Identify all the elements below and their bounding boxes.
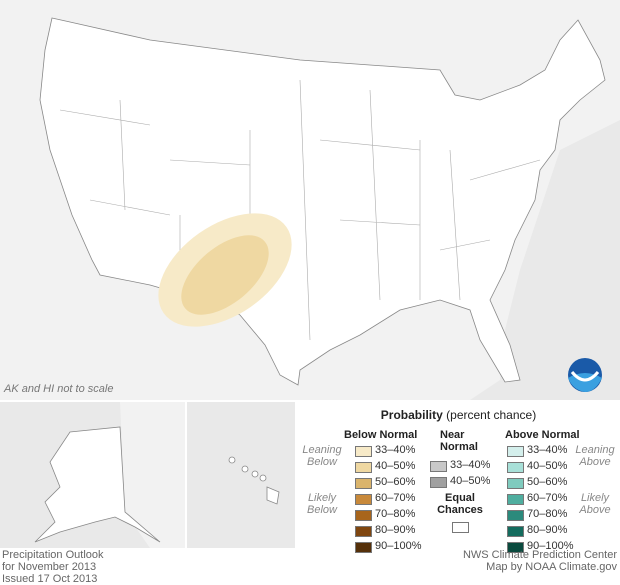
swatch	[355, 494, 372, 505]
swatch	[507, 510, 524, 521]
footer-line: for November 2013	[2, 561, 97, 573]
swatch	[452, 522, 469, 533]
column-heading: Near Normal	[440, 429, 478, 453]
below-40-50-area	[181, 235, 269, 315]
range-label: 33–40%	[375, 444, 416, 456]
swatch	[507, 446, 524, 457]
swatch	[355, 542, 372, 553]
range-label: 33–40%	[450, 459, 491, 471]
footer-line: Map by NOAA Climate.gov	[486, 561, 617, 573]
range-label: 70–80%	[527, 508, 568, 520]
footer-line: NWS Climate Prediction Center	[462, 549, 617, 561]
footer-line: Issued 17 Oct 2013	[2, 573, 98, 585]
swatch	[507, 462, 524, 473]
legend-title: Probability (percent chance)	[297, 408, 620, 422]
range-label: 80–90%	[527, 524, 568, 536]
swatch	[507, 494, 524, 505]
range-label: 40–50%	[375, 460, 416, 472]
scale-note: AK and HI not to scale	[3, 383, 113, 395]
range-label: 90–100%	[527, 540, 574, 552]
range-label: 40–50%	[450, 475, 491, 487]
range-label: 90–100%	[375, 540, 422, 552]
swatch	[507, 478, 524, 489]
legend-title-main: Probability	[380, 408, 443, 422]
range-label: 33–40%	[527, 444, 568, 456]
swatch	[355, 462, 372, 473]
range-label: 60–70%	[527, 492, 568, 504]
range-label: 50–60%	[375, 476, 416, 488]
range-label: 80–90%	[375, 524, 416, 536]
swatch	[430, 477, 447, 488]
legend-subtitle: (percent chance)	[446, 408, 537, 422]
range-label: 60–70%	[375, 492, 416, 504]
leaning-below: Leaning Below	[302, 444, 342, 468]
swatch	[430, 461, 447, 472]
swatch	[507, 542, 524, 553]
noaa-logo	[568, 358, 602, 392]
legend: Probability (percent chance) Below Norma…	[297, 402, 620, 553]
footer-right: NWS Climate Prediction Center Map by NOA…	[463, 549, 617, 573]
likely-below: Likely Below	[307, 492, 337, 516]
swatch	[507, 526, 524, 537]
range-label: 70–80%	[375, 508, 416, 520]
equal-chances-label: Equal Chances	[437, 492, 483, 516]
column-heading: Below Normal	[344, 429, 418, 441]
footer-line: Precipitation Outlook	[2, 549, 104, 561]
swatch	[355, 510, 372, 521]
range-label: 40–50%	[527, 460, 568, 472]
likely-above: Likely Above	[579, 492, 611, 516]
column-heading: Above Normal	[505, 429, 580, 441]
hawaii-panel	[187, 402, 295, 548]
map: AK and HI not to scale	[0, 0, 620, 400]
swatch	[355, 478, 372, 489]
swatch	[355, 526, 372, 537]
swatch	[355, 446, 372, 457]
range-label: 50–60%	[527, 476, 568, 488]
alaska-panel	[0, 402, 185, 548]
footer-left: Precipitation Outlook for November 2013 …	[2, 549, 104, 585]
leaning-above: Leaning Above	[575, 444, 615, 468]
